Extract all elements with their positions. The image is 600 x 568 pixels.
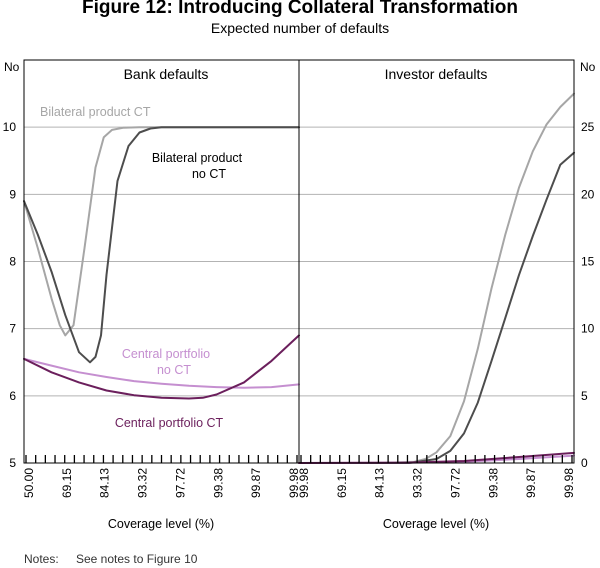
panel-title-investor: Investor defaults (385, 66, 488, 82)
label-bilateral-noct-line1: Bilateral product (152, 151, 243, 165)
y-tick-label-bank: 8 (9, 255, 16, 269)
figure-title: Figure 12: Introducing Collateral Transf… (82, 0, 518, 18)
label-bilateral-noct-line2: no CT (192, 167, 226, 181)
x-tick-label-investor: 69.15 (335, 468, 349, 498)
y-tick-label-bank: 6 (9, 389, 16, 403)
x-tick-label-bank: 99.98 (287, 468, 301, 498)
x-tick-label-bank: 69.15 (60, 468, 74, 498)
x-tick-label-bank: 99.87 (249, 468, 263, 498)
x-tick-label-investor: 99.38 (486, 468, 500, 498)
series-line-bank-central-portfolio-no-ct (23, 357, 300, 389)
left-axis-unit: No (4, 60, 20, 74)
label-central-ct: Central portfolio CT (115, 416, 224, 430)
series-line-investor-bilateral-product-no-ct (298, 151, 575, 464)
y-tick-label-investor: 25 (581, 120, 595, 134)
axis-ticks (25, 455, 573, 463)
x-tick-label-investor: 93.32 (411, 468, 425, 498)
notes-label: Notes: (24, 552, 59, 566)
x-tick-label-bank: 99.38 (211, 468, 225, 498)
notes-text: See notes to Figure 10 (76, 552, 198, 566)
panel-title-bank: Bank defaults (124, 66, 209, 82)
series-lines (23, 92, 575, 464)
x-tick-label-investor: 99.98 (297, 468, 311, 498)
y-tick-label-bank: 7 (9, 322, 16, 336)
y-tick-label-investor: 0 (581, 456, 588, 470)
x-tick-label-bank: 84.13 (98, 468, 112, 498)
x-tick-label-bank: 97.72 (173, 468, 187, 498)
x-tick-label-investor: 99.98 (562, 468, 576, 498)
series-line-bank-central-portfolio-ct (23, 334, 300, 400)
y-tick-label-investor: 20 (581, 187, 595, 201)
x-axis-title-right: Coverage level (%) (383, 517, 489, 531)
label-bilateral-ct: Bilateral product CT (40, 105, 151, 119)
notes: Notes: See notes to Figure 10 (24, 552, 197, 566)
y-tick-label-bank: 10 (3, 120, 17, 134)
x-axis-title-left: Coverage level (%) (108, 517, 214, 531)
series-line-bank-bilateral-product-no-ct (23, 126, 300, 364)
y-tick-label-investor: 5 (581, 389, 588, 403)
y-tick-label-bank: 9 (9, 187, 16, 201)
label-central-noct-line2: no CT (157, 363, 191, 377)
x-tick-label-investor: 84.13 (373, 468, 387, 498)
x-tick-label-bank: 50.00 (22, 468, 36, 498)
label-central-noct-line1: Central portfolio (122, 347, 210, 361)
x-tick-label-investor: 97.72 (448, 468, 462, 498)
series-line-investor-bilateral-product-ct (298, 92, 575, 464)
chart-area: No No Bank defaults Investor defaults Bi… (3, 59, 596, 531)
x-tick-label-bank: 93.32 (136, 468, 150, 498)
right-axis-unit: No (580, 60, 596, 74)
y-tick-label-investor: 10 (581, 322, 595, 336)
y-tick-label-investor: 15 (581, 255, 595, 269)
x-tick-label-investor: 99.87 (524, 468, 538, 498)
y-tick-label-bank: 5 (9, 456, 16, 470)
figure-subtitle: Expected number of defaults (210, 20, 390, 36)
